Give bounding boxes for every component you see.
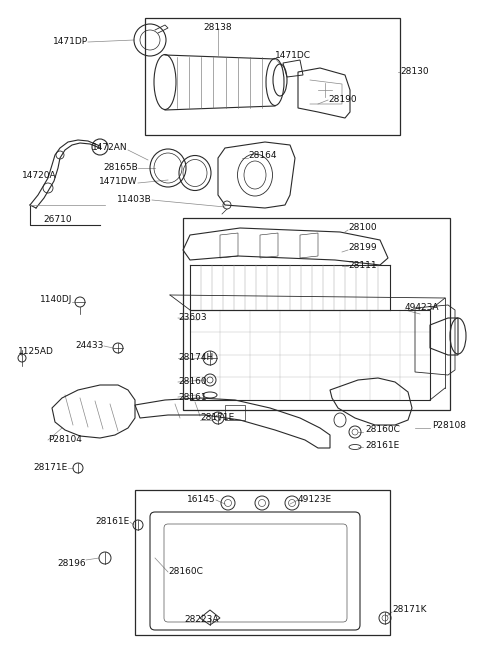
Text: 11403B: 11403B — [117, 195, 152, 205]
Text: P28108: P28108 — [432, 422, 466, 430]
Text: 28160C: 28160C — [168, 567, 203, 577]
Text: 26710: 26710 — [44, 216, 72, 224]
Text: 14720A: 14720A — [22, 171, 57, 180]
Text: 1472AN: 1472AN — [92, 144, 128, 152]
Text: 23603: 23603 — [178, 314, 206, 323]
Bar — [135, 490, 390, 635]
Text: 28164: 28164 — [248, 150, 276, 159]
Text: 28130: 28130 — [400, 68, 429, 77]
Text: 28171K: 28171K — [392, 605, 427, 615]
Text: 1140DJ: 1140DJ — [40, 295, 72, 304]
Text: 1125AD: 1125AD — [18, 348, 54, 356]
Text: 28171E: 28171E — [200, 413, 234, 422]
Text: 28223A: 28223A — [185, 615, 219, 625]
Text: 1471DW: 1471DW — [99, 178, 138, 186]
Text: 28196: 28196 — [58, 560, 86, 569]
Text: 28100: 28100 — [348, 224, 377, 232]
Text: 24433: 24433 — [76, 340, 104, 350]
Text: 28138: 28138 — [204, 24, 232, 33]
Text: 49423A: 49423A — [405, 304, 440, 312]
Text: 28161E: 28161E — [96, 518, 130, 527]
Text: 28160C: 28160C — [365, 426, 400, 434]
Text: 28171E: 28171E — [34, 464, 68, 472]
Text: 16145: 16145 — [187, 495, 216, 504]
Text: 28161E: 28161E — [365, 440, 399, 449]
Text: 49123E: 49123E — [298, 495, 332, 504]
Text: 28165B: 28165B — [103, 163, 138, 171]
Text: 28111: 28111 — [348, 260, 377, 270]
Text: 28199: 28199 — [348, 243, 377, 253]
Text: 1471DC: 1471DC — [275, 51, 311, 60]
Bar — [145, 18, 400, 135]
Bar — [183, 218, 450, 410]
Text: 1471DP: 1471DP — [53, 37, 88, 47]
Text: 28160: 28160 — [178, 377, 206, 386]
Text: 28190: 28190 — [328, 96, 357, 104]
Text: 28174H: 28174H — [178, 354, 213, 363]
Text: 28161: 28161 — [178, 392, 206, 401]
Text: P28104: P28104 — [48, 436, 82, 445]
